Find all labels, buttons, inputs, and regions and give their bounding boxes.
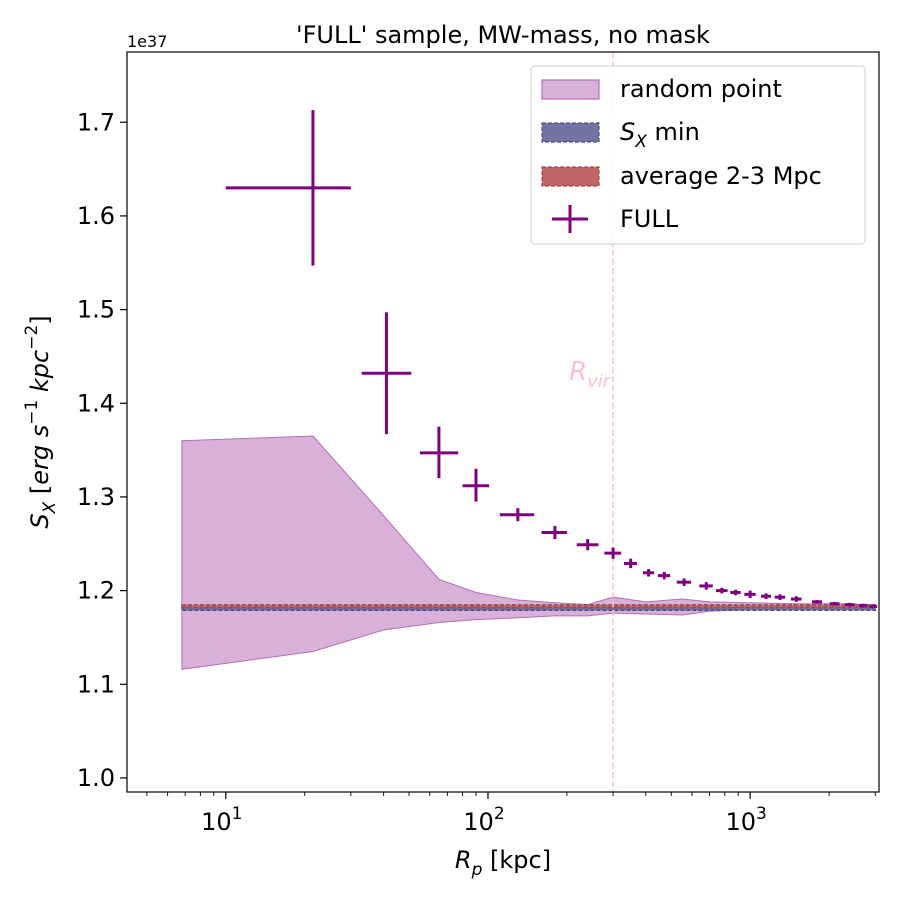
random-point-band: [181, 435, 876, 670]
y-axis: 1.0 1.1 1.2 1.3 1.4 1.5 1.6 1.7: [77, 108, 127, 792]
x-axis: 101 102 103: [146, 792, 876, 836]
full-point: [361, 312, 412, 435]
chart-title: 'FULL' sample, MW-mass, no mask: [296, 21, 710, 49]
y-tick-label: 1.7: [77, 108, 115, 136]
full-point: [462, 468, 490, 502]
y-tick-label: 1.4: [77, 389, 115, 417]
full-point: [699, 582, 713, 590]
plot-frame: [126, 51, 880, 793]
full-point: [499, 508, 535, 522]
full-point: [761, 593, 771, 600]
full-point: [642, 569, 655, 577]
y-tick-label: 1.2: [77, 577, 115, 605]
legend-label-avg: average 2-3 Mpc: [620, 162, 822, 190]
legend-box: [530, 65, 866, 245]
full-point: [744, 590, 756, 599]
legend-item-full: FULL: [552, 205, 679, 233]
full-point: [623, 558, 637, 569]
legend-label-full: FULL: [620, 205, 679, 233]
full-point: [845, 602, 855, 607]
full-point: [419, 426, 459, 479]
full-point: [790, 596, 802, 602]
full-point: [657, 571, 671, 580]
y-tick-label: 1.1: [77, 670, 115, 698]
legend-label-random: random point: [620, 75, 782, 103]
full-point: [811, 599, 823, 604]
full-point: [715, 587, 728, 594]
legend: random point SX min average 2-3 Mpc FULL: [530, 65, 866, 245]
y-tick-label: 1.6: [77, 202, 115, 230]
y-axis-label: SX [erg s−1 kpc−2]: [22, 315, 60, 528]
y-tick-label: 1.5: [77, 296, 115, 324]
legend-label-sxmin: SX min: [620, 118, 700, 152]
legend-swatch-sxmin: [541, 122, 600, 143]
x-axis-label: Rp [kpc]: [455, 846, 551, 880]
full-point: [225, 110, 351, 266]
y-tick-label: 1.0: [77, 764, 115, 792]
full-point: [730, 589, 741, 596]
y-offset-text: 1e37: [127, 32, 167, 51]
full-point: [604, 547, 622, 559]
x-tick-label: 103: [725, 804, 766, 836]
x-tick-label: 102: [463, 804, 504, 836]
full-point: [541, 525, 567, 540]
legend-swatch-random: [541, 79, 600, 100]
legend-item-sxmin: SX min: [541, 118, 700, 152]
legend-item-avg: average 2-3 Mpc: [541, 162, 822, 190]
full-series: [225, 110, 878, 609]
full-point: [774, 594, 786, 600]
full-point: [858, 603, 868, 608]
legend-item-random: random point: [541, 75, 782, 103]
plot-area: Rvir: [126, 51, 880, 793]
legend-swatch-avg: [541, 166, 600, 187]
full-point: [829, 601, 840, 606]
average-band: [181, 604, 877, 609]
rvir-label: Rvir: [569, 357, 612, 392]
x-tick-label: 101: [201, 804, 242, 836]
full-point: [576, 539, 599, 551]
full-point: [676, 578, 692, 586]
y-tick-label: 1.3: [77, 483, 115, 511]
full-point: [869, 604, 878, 609]
plot-contents: [181, 52, 878, 792]
